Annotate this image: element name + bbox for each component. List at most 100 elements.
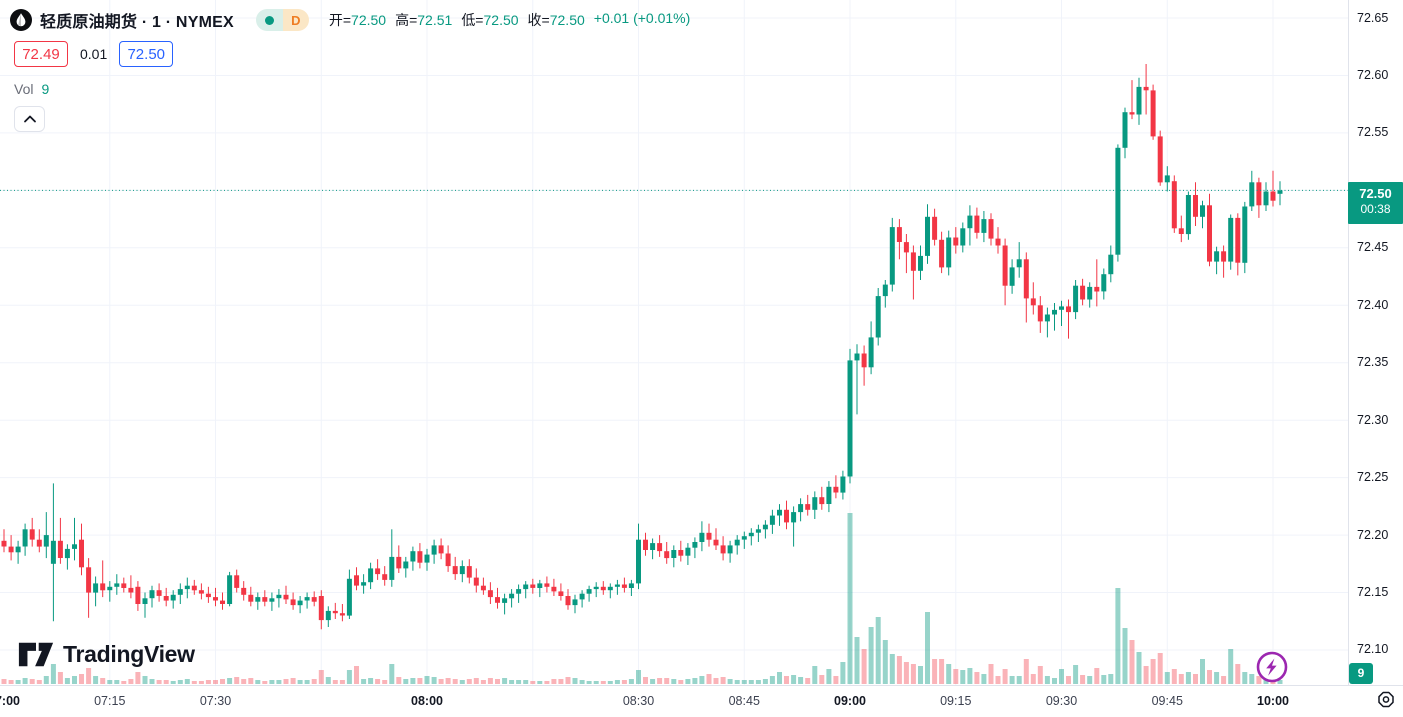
candle-body: [1101, 274, 1107, 292]
volume-bar: [318, 670, 324, 684]
volume-bar: [607, 681, 613, 684]
candle-body: [953, 237, 959, 246]
candle-body: [805, 504, 811, 510]
candle-body: [368, 568, 374, 583]
volume-bar: [262, 681, 268, 684]
candle-body: [361, 582, 367, 586]
candle-body: [988, 219, 994, 239]
time-tick-label: 07:15: [94, 694, 126, 708]
axis-settings-button[interactable]: [1374, 689, 1398, 713]
volume-bar: [875, 617, 881, 684]
time-tick-label: 07:30: [199, 694, 232, 708]
volume-bar: [516, 680, 522, 684]
volume-bar: [1178, 674, 1184, 684]
candle-body: [784, 509, 789, 523]
candle-body: [1023, 259, 1029, 299]
candle-body: [1185, 195, 1191, 235]
volume-bar: [346, 670, 352, 684]
volume-bar: [1129, 640, 1135, 684]
timeframe-badge[interactable]: D: [255, 9, 309, 31]
volume-bar: [784, 676, 789, 684]
time-tick-label: 07:00: [0, 694, 20, 708]
candle-body: [706, 532, 712, 540]
volume-bar: [1256, 676, 1262, 684]
volume-bar: [361, 679, 367, 684]
candle-body: [1171, 181, 1177, 229]
candle-body: [1214, 251, 1220, 262]
candle-body: [339, 613, 345, 616]
time-axis[interactable]: 07:00 07:15 07:30 08:00 08:30 08:45 09:00 09:15…: [0, 685, 1403, 717]
time-tick-label: 09:15: [940, 694, 972, 708]
candle-body: [819, 497, 825, 505]
candle-body: [1164, 175, 1170, 183]
volume-bar: [57, 672, 63, 684]
volume-bar: [248, 678, 254, 684]
candle-body: [290, 599, 296, 606]
candle-body: [114, 583, 120, 587]
candle-body: [1207, 205, 1212, 262]
candle-body: [593, 586, 599, 590]
volume-bar: [459, 680, 465, 684]
candle-body: [636, 539, 641, 584]
buy-ask-button[interactable]: 72.50: [119, 41, 174, 67]
candle-body: [699, 532, 705, 542]
ohlc-readout: 开=72.50 高=72.51 低=72.50 收=72.50 +0.01 (+…: [329, 10, 690, 30]
candle-body: [932, 216, 938, 240]
volume-bar: [241, 679, 247, 684]
candle-body: [170, 594, 176, 601]
volume-axis-badge: 9: [1349, 663, 1373, 684]
volume-bar: [389, 664, 395, 684]
volume-bar: [777, 672, 782, 684]
timeframe-daily-label: D: [282, 9, 309, 31]
tradingview-watermark[interactable]: TradingView: [18, 641, 195, 668]
volume-bar: [1136, 652, 1142, 684]
tradingview-logo-icon: [18, 642, 54, 667]
candle-body: [1052, 309, 1057, 315]
volume-bar: [72, 676, 77, 684]
candle-body: [1143, 86, 1149, 91]
volume-bar: [22, 678, 28, 684]
volume-bar: [191, 681, 197, 684]
candle-body: [1221, 251, 1227, 262]
candle-body: [967, 215, 973, 229]
volume-bar: [1143, 666, 1149, 684]
candle-body: [15, 546, 21, 553]
volume-bar: [1164, 672, 1170, 684]
candle-body: [79, 539, 84, 568]
candlestick-chart[interactable]: [0, 0, 1348, 685]
candle-body: [551, 586, 557, 592]
volume-bar: [269, 680, 275, 684]
candle-body: [86, 567, 92, 593]
volume-bar: [50, 664, 56, 684]
sell-bid-button[interactable]: 72.49: [14, 41, 68, 67]
volume-bar: [495, 679, 500, 684]
chevron-up-icon: [23, 115, 36, 123]
candle-body: [1242, 206, 1248, 263]
volume-bar: [1157, 653, 1163, 684]
candle-body: [826, 486, 832, 504]
change-value: +0.01 (+0.01%): [593, 10, 691, 26]
volume-bar: [121, 681, 127, 684]
volume-bar: [1037, 666, 1043, 684]
price-axis[interactable]: 72.65 72.60 72.55 72.50 72.45 72.40 72.35 72.30…: [1348, 0, 1403, 685]
candle-body: [1037, 305, 1043, 322]
current-price-value: 72.50: [1359, 186, 1392, 201]
volume-bar: [509, 680, 515, 684]
volume-bar: [1080, 675, 1086, 684]
candle-body: [875, 296, 881, 338]
volume-bar: [791, 675, 797, 684]
candle-body: [354, 575, 359, 586]
volume-bar: [974, 672, 980, 684]
volume-bar: [1185, 672, 1191, 684]
volume-bar: [107, 680, 113, 684]
current-price-badge[interactable]: 72.50 00:38: [1348, 182, 1403, 224]
volume-bar: [1009, 676, 1015, 684]
time-tick-label: 10:00: [1257, 694, 1289, 708]
volume-bar: [628, 679, 634, 684]
collapse-legend-button[interactable]: [14, 106, 45, 132]
quick-trade-button[interactable]: [1255, 650, 1289, 684]
volume-bar: [727, 679, 733, 684]
candle-body: [896, 227, 902, 242]
candle-body: [537, 583, 543, 588]
symbol-title[interactable]: 轻质原油期货 · 1 · NYMEX: [40, 14, 234, 31]
